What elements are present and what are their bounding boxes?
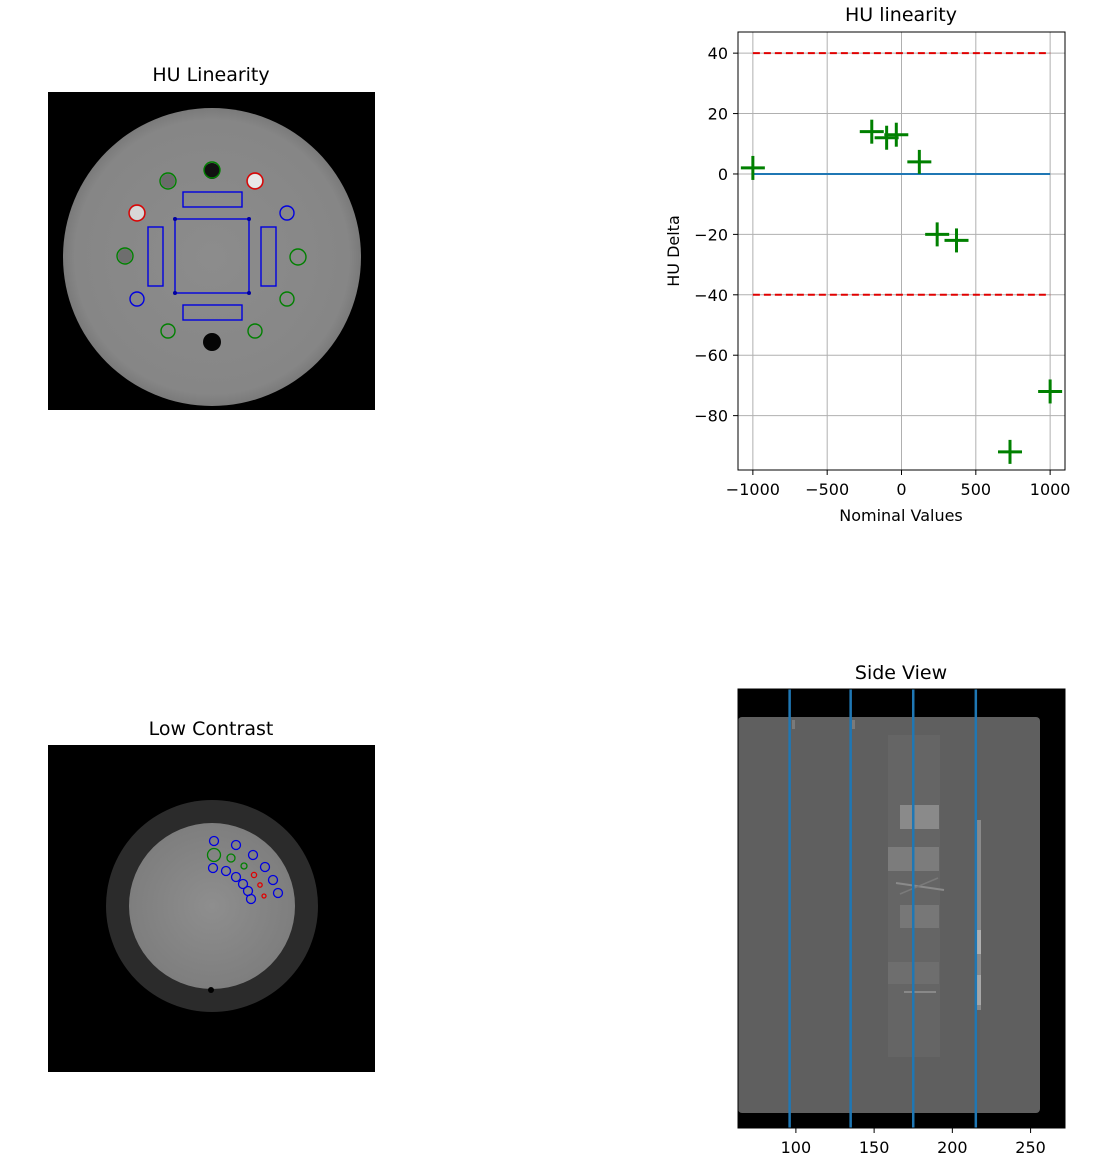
side-view-panel: Side View 100 150 200 250 <box>737 662 1066 1157</box>
hu-chart-ylabel: HU Delta <box>664 215 683 287</box>
low-contrast-roi <box>226 853 236 863</box>
hu-data-point <box>884 122 909 147</box>
hu-data-point <box>740 155 765 180</box>
low-contrast-roi <box>261 893 267 899</box>
hu-ytick-label: −80 <box>694 407 728 426</box>
hu-image-title: HU Linearity <box>152 64 269 86</box>
hu-roi-rectangles <box>147 191 277 321</box>
hu-xtick-label: 0 <box>896 480 906 499</box>
hu-ytick-label: −60 <box>694 346 728 365</box>
low-contrast-roi <box>220 865 232 877</box>
phantom-inserts <box>118 163 262 351</box>
phantom-disc <box>63 108 361 406</box>
hu-linearity-chart: HU linearity Nominal Values HU Delta −10… <box>664 4 1070 525</box>
hu-ytick-label: 40 <box>708 44 728 63</box>
low-contrast-roi <box>230 871 242 883</box>
hu-xtick-label: 1000 <box>1030 480 1071 499</box>
low-contrast-roi <box>267 874 279 886</box>
hu-data-point <box>1038 379 1063 404</box>
hu-chart-title: HU linearity <box>845 4 957 26</box>
hu-roi-circles <box>116 161 307 339</box>
hu-ytick-label: 0 <box>718 165 728 184</box>
side-xtick-label: 150 <box>859 1138 890 1157</box>
hu-ytick-label: −20 <box>694 225 728 244</box>
side-view-title: Side View <box>855 662 947 684</box>
hu-ytick-label: −40 <box>694 286 728 305</box>
low-contrast-roi <box>250 871 258 879</box>
hu-chart-frame <box>737 31 1066 471</box>
low-contrast-roi <box>257 882 263 888</box>
low-contrast-roi <box>237 878 249 890</box>
low-contrast-roi <box>206 847 222 863</box>
low-contrast-title: Low Contrast <box>149 718 274 740</box>
low-contrast-roi <box>230 839 242 851</box>
hu-xtick-label: −500 <box>805 480 849 499</box>
hu-data-point <box>925 222 950 247</box>
low-contrast-roi <box>245 893 257 905</box>
low-contrast-roi <box>207 862 219 874</box>
hu-data-point <box>998 439 1023 464</box>
side-xtick-label: 200 <box>937 1138 968 1157</box>
low-contrast-disc <box>129 823 295 989</box>
hu-roi-corner-dots <box>173 217 251 295</box>
low-contrast-roi-circles <box>206 835 284 905</box>
hu-xtick-label: 500 <box>961 480 992 499</box>
hu-data-point <box>907 149 932 174</box>
side-view-frame <box>737 688 1066 1129</box>
hu-xtick-label: −1000 <box>726 480 780 499</box>
low-contrast-roi <box>240 862 248 870</box>
hu-chart-xlabel: Nominal Values <box>839 506 963 525</box>
hu-linearity-image-panel: HU Linearity <box>48 64 375 410</box>
hu-data-point <box>944 228 969 253</box>
low-contrast-roi <box>272 887 284 899</box>
low-contrast-marker <box>208 987 214 993</box>
low-contrast-roi <box>208 835 220 847</box>
hu-data-point <box>859 119 884 144</box>
low-contrast-roi <box>259 861 271 873</box>
hu-data-point <box>874 125 899 150</box>
low-contrast-image-panel: Low Contrast <box>48 718 375 1072</box>
side-xtick-label: 250 <box>1015 1138 1046 1157</box>
low-contrast-roi <box>247 849 259 861</box>
hu-ytick-label: 20 <box>708 105 728 124</box>
side-xtick-label: 100 <box>781 1138 812 1157</box>
